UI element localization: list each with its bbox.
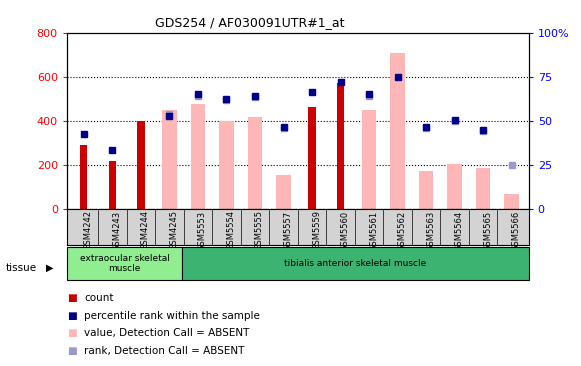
Text: tibialis anterior skeletal muscle: tibialis anterior skeletal muscle bbox=[284, 259, 426, 268]
Bar bbox=[309, 107, 315, 209]
Text: tissue: tissue bbox=[6, 263, 37, 273]
Text: GSM5566: GSM5566 bbox=[512, 210, 521, 251]
Bar bbox=[182, 247, 529, 280]
Text: percentile rank within the sample: percentile rank within the sample bbox=[84, 311, 260, 321]
Bar bbox=[80, 145, 88, 209]
Text: GSM4243: GSM4243 bbox=[113, 210, 121, 251]
Text: extraocular skeletal
muscle: extraocular skeletal muscle bbox=[80, 254, 170, 273]
Text: GSM5554: GSM5554 bbox=[227, 210, 235, 250]
Text: GSM4244: GSM4244 bbox=[141, 210, 150, 250]
Text: count: count bbox=[84, 293, 114, 303]
Bar bbox=[248, 117, 262, 209]
Text: ■: ■ bbox=[67, 328, 77, 339]
Text: ■: ■ bbox=[67, 311, 77, 321]
Text: GSM5562: GSM5562 bbox=[397, 210, 407, 251]
Text: ■: ■ bbox=[67, 346, 77, 356]
Text: rank, Detection Call = ABSENT: rank, Detection Call = ABSENT bbox=[84, 346, 245, 356]
Bar bbox=[362, 110, 376, 209]
Text: GSM5553: GSM5553 bbox=[198, 210, 207, 251]
Text: GSM5555: GSM5555 bbox=[255, 210, 264, 250]
Bar bbox=[220, 121, 234, 209]
Bar bbox=[447, 164, 462, 209]
Text: GSM5560: GSM5560 bbox=[340, 210, 350, 251]
Text: ▶: ▶ bbox=[46, 263, 53, 273]
Bar bbox=[277, 175, 290, 209]
Bar bbox=[67, 247, 182, 280]
Text: GSM4242: GSM4242 bbox=[84, 210, 93, 250]
Text: GSM5557: GSM5557 bbox=[284, 210, 292, 251]
Bar bbox=[137, 121, 145, 209]
Bar bbox=[109, 161, 116, 209]
Text: GSM5565: GSM5565 bbox=[483, 210, 492, 251]
Text: GSM5564: GSM5564 bbox=[454, 210, 464, 251]
Text: GSM5559: GSM5559 bbox=[312, 210, 321, 250]
Text: GSM4245: GSM4245 bbox=[170, 210, 178, 250]
Bar bbox=[337, 83, 344, 209]
Bar bbox=[162, 110, 177, 209]
Text: GSM5563: GSM5563 bbox=[426, 210, 435, 251]
Text: GDS254 / AF030091UTR#1_at: GDS254 / AF030091UTR#1_at bbox=[155, 16, 345, 30]
Bar bbox=[504, 194, 519, 209]
Bar bbox=[419, 171, 433, 209]
Bar bbox=[191, 104, 205, 209]
Bar bbox=[390, 53, 405, 209]
Text: ■: ■ bbox=[67, 293, 77, 303]
Text: value, Detection Call = ABSENT: value, Detection Call = ABSENT bbox=[84, 328, 250, 339]
Bar bbox=[476, 168, 490, 209]
Text: GSM5561: GSM5561 bbox=[369, 210, 378, 251]
